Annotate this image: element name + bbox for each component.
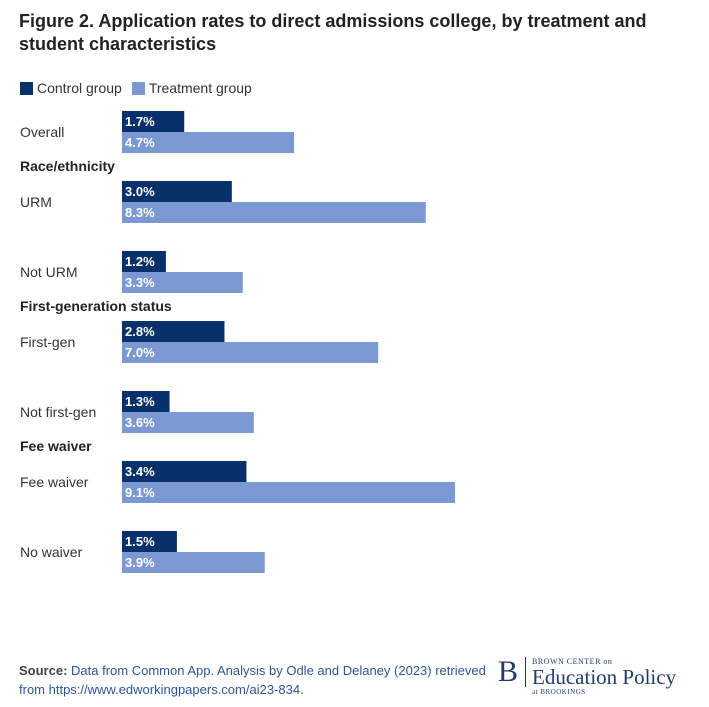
group-heading-fee-waiver: Fee waiver [20, 438, 92, 454]
bar-control-not-urm [122, 251, 166, 272]
bar-treatment-not-first-gen [122, 412, 254, 433]
data-label-control-not-first-gen: 1.3% [125, 394, 155, 409]
data-label-control-not-urm: 1.2% [125, 254, 155, 269]
source-label: Source: [19, 663, 68, 678]
logo-bottom-text: at BROOKINGS [532, 688, 586, 696]
data-label-treatment-not-urm: 3.3% [125, 275, 155, 290]
data-label-treatment-first-gen: 7.0% [125, 345, 155, 360]
chart-title: Figure 2. Application rates to direct ad… [19, 11, 647, 54]
legend-swatch-treatment [131, 81, 145, 95]
source-period: . [300, 682, 304, 697]
source-text: Data from Common App. Analysis by Odle a… [19, 663, 486, 697]
data-label-control-fee-waiver: 3.4% [125, 464, 155, 479]
logo-main-text: Education Policy [532, 665, 677, 689]
bar-treatment-overall [122, 132, 295, 153]
bar-control-overall [122, 111, 185, 132]
data-label-treatment-no-waiver: 3.9% [125, 555, 155, 570]
legend-label-control: Control group [37, 80, 122, 96]
legend-swatch-control [20, 81, 33, 95]
category-label-urm: URM [20, 194, 52, 210]
legend: Control group Treatment group [20, 80, 262, 96]
bar-treatment-fee-waiver [122, 482, 456, 503]
data-label-treatment-urm: 8.3% [125, 205, 155, 220]
data-label-control-overall: 1.7% [125, 114, 155, 129]
category-label-fee-waiver: Fee waiver [20, 474, 89, 490]
data-label-treatment-not-first-gen: 3.6% [125, 415, 155, 430]
bar-treatment-no-waiver [122, 552, 265, 573]
category-label-overall: Overall [20, 124, 64, 140]
bar-control-not-first-gen [122, 391, 170, 412]
bar-control-first-gen [122, 321, 225, 342]
bar-control-fee-waiver [122, 461, 247, 482]
data-label-treatment-overall: 4.7% [125, 135, 155, 150]
group-heading-first-generation-status: First-generation status [20, 298, 172, 314]
data-label-control-urm: 3.0% [125, 184, 155, 199]
logo-mark: B [498, 657, 527, 687]
logo-top-text: BROWN CENTER on [532, 657, 613, 666]
bar-control-urm [122, 181, 232, 202]
data-label-control-no-waiver: 1.5% [125, 534, 155, 549]
legend-item-treatment: Treatment group [131, 80, 252, 96]
bar-treatment-urm [122, 202, 426, 223]
group-heading-race-ethnicity: Race/ethnicity [20, 158, 115, 174]
logo-text: BROWN CENTER on Education Policy at BROO… [532, 657, 676, 696]
category-label-not-urm: Not URM [20, 264, 78, 280]
bar-treatment-first-gen [122, 342, 379, 363]
bar-control-no-waiver [122, 531, 177, 552]
bar-chart: Overall 1.7% 4.7% Race/ethnicity URM 3.0% 8.3%… [20, 111, 456, 573]
legend-item-control: Control group [20, 80, 122, 96]
category-label-not-first-gen: Not first-gen [20, 404, 96, 420]
bar-treatment-not-urm [122, 272, 243, 293]
data-label-control-first-gen: 2.8% [125, 324, 155, 339]
legend-label-treatment: Treatment group [148, 80, 252, 96]
source-note: Source: Data from Common App. Analysis b… [19, 661, 489, 699]
category-label-no-waiver: No waiver [20, 544, 83, 560]
brookings-logo: B BROWN CENTER on Education Policy at BR… [498, 657, 676, 697]
category-label-first-gen: First-gen [20, 334, 75, 350]
data-label-treatment-fee-waiver: 9.1% [125, 485, 155, 500]
